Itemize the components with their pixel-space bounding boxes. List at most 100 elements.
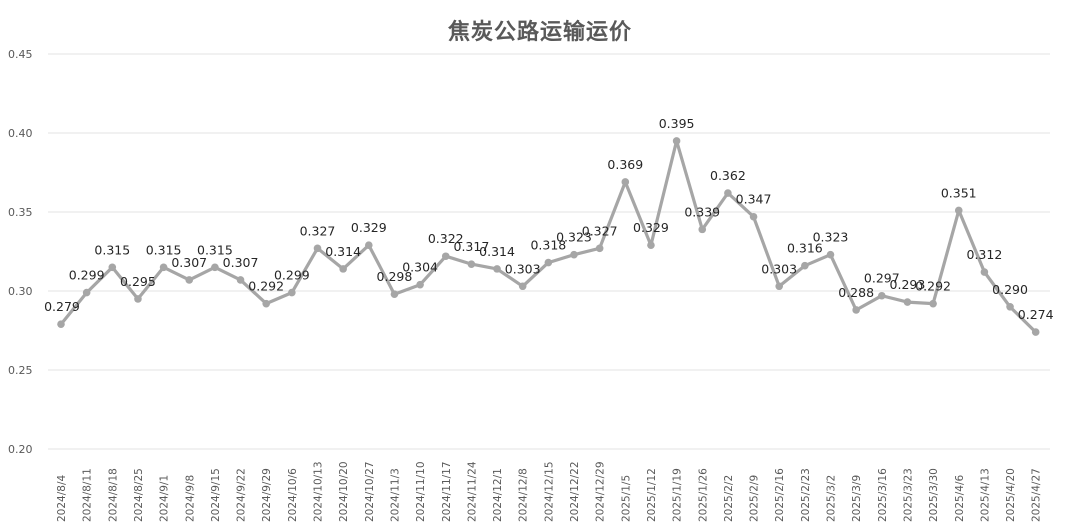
data-label: 0.279 <box>44 299 80 314</box>
data-label: 0.318 <box>530 238 566 253</box>
data-label: 0.329 <box>633 220 669 235</box>
data-point <box>1006 303 1014 311</box>
data-point <box>544 258 553 267</box>
data-point <box>903 298 912 306</box>
x-tick-label: 2025/1/19 <box>672 468 684 522</box>
data-point <box>801 261 809 270</box>
x-tick-label: 2024/11/10 <box>415 461 427 522</box>
data-point <box>288 288 296 297</box>
data-label: 0.329 <box>351 220 387 235</box>
data-point <box>159 263 168 272</box>
data-label: 0.317 <box>454 239 490 254</box>
data-point <box>672 137 681 145</box>
data-label: 0.298 <box>377 269 413 284</box>
data-label: 0.299 <box>274 268 310 283</box>
data-point <box>211 263 219 272</box>
data-point <box>852 306 860 314</box>
data-label: 0.322 <box>428 231 464 246</box>
data-point <box>57 320 65 328</box>
data-label: 0.299 <box>69 268 105 283</box>
x-tick-label: 2024/11/3 <box>389 468 401 522</box>
data-point <box>826 250 835 259</box>
data-label: 0.362 <box>710 168 746 183</box>
x-tick-label: 2024/12/8 <box>518 468 530 522</box>
data-point <box>595 244 604 253</box>
data-label: 0.369 <box>607 157 643 172</box>
data-point <box>313 244 322 253</box>
data-label: 0.303 <box>505 261 541 276</box>
data-label: 0.316 <box>787 241 823 256</box>
data-point <box>365 241 373 249</box>
x-tick-label: 2025/3/16 <box>877 468 889 522</box>
x-tick-label: 2025/2/23 <box>800 468 812 522</box>
data-point <box>262 299 271 308</box>
data-point <box>570 250 578 259</box>
data-point <box>954 206 963 215</box>
x-tick-label: 2024/10/13 <box>313 461 325 522</box>
data-label: 0.327 <box>582 223 618 238</box>
y-tick-label: 0.25 <box>8 364 33 377</box>
data-label: 0.292 <box>248 279 284 294</box>
x-tick-label: 2024/10/6 <box>287 468 299 522</box>
data-point <box>621 178 630 186</box>
x-tick-label: 2025/3/9 <box>851 475 863 522</box>
x-tick-label: 2025/2/9 <box>749 475 761 522</box>
x-tick-label: 2024/10/27 <box>364 461 376 522</box>
data-point <box>134 295 142 303</box>
data-label: 0.307 <box>223 255 259 270</box>
x-tick-label: 2025/4/6 <box>954 475 966 522</box>
data-point <box>82 288 91 297</box>
data-point <box>416 280 424 289</box>
data-point <box>467 260 476 268</box>
x-tick-label: 2024/8/18 <box>107 468 119 522</box>
data-label: 0.304 <box>402 260 438 275</box>
data-label: 0.351 <box>941 185 977 200</box>
data-point <box>339 265 347 273</box>
data-point <box>724 189 732 197</box>
y-tick-label: 0.30 <box>8 285 33 298</box>
x-tick-label: 2025/3/2 <box>826 475 838 522</box>
data-label: 0.327 <box>300 223 336 238</box>
data-point <box>980 268 989 276</box>
chart-title: 焦炭公路运输运价 <box>447 20 632 45</box>
series-line <box>59 139 1037 334</box>
x-tick-label: 2024/12/1 <box>492 468 504 522</box>
data-label: 0.303 <box>761 261 797 276</box>
data-label: 0.292 <box>915 279 951 294</box>
x-tick-label: 2025/1/12 <box>646 468 658 522</box>
x-tick-label: 2024/9/29 <box>261 468 273 522</box>
data-label: 0.339 <box>684 204 720 219</box>
data-point <box>749 212 758 221</box>
data-label: 0.290 <box>992 282 1028 297</box>
data-label: 0.315 <box>94 242 130 257</box>
data-label: 0.315 <box>197 242 233 257</box>
x-tick-label: 2025/3/30 <box>928 468 940 522</box>
x-tick-label: 2024/11/17 <box>441 461 453 522</box>
x-tick-label: 2025/4/27 <box>1031 468 1043 522</box>
data-label: 0.314 <box>325 244 361 259</box>
x-tick-label: 2024/11/24 <box>466 461 478 522</box>
data-label: 0.323 <box>556 230 592 245</box>
x-tick-label: 2024/8/11 <box>82 468 94 522</box>
data-point <box>1031 328 1040 336</box>
data-point <box>698 225 707 234</box>
data-point <box>929 299 937 308</box>
x-tick-label: 2024/9/1 <box>159 475 171 522</box>
data-point <box>236 276 245 284</box>
x-tick-label: 2024/9/22 <box>236 468 248 522</box>
data-point <box>493 265 501 273</box>
data-label: 0.295 <box>120 274 156 289</box>
data-point <box>108 263 117 272</box>
x-tick-label: 2024/12/22 <box>569 461 581 522</box>
data-label: 0.347 <box>736 192 772 207</box>
x-tick-label: 2025/2/16 <box>774 468 786 522</box>
y-tick-label: 0.20 <box>8 443 33 456</box>
y-tick-label: 0.45 <box>8 48 33 61</box>
x-tick-label: 2025/4/20 <box>1005 468 1017 522</box>
data-label: 0.323 <box>813 230 849 245</box>
data-label: 0.315 <box>146 242 182 257</box>
x-tick-label: 2024/12/15 <box>543 461 555 522</box>
data-point <box>441 252 450 261</box>
data-label: 0.395 <box>659 116 695 131</box>
y-tick-label: 0.35 <box>8 206 33 219</box>
